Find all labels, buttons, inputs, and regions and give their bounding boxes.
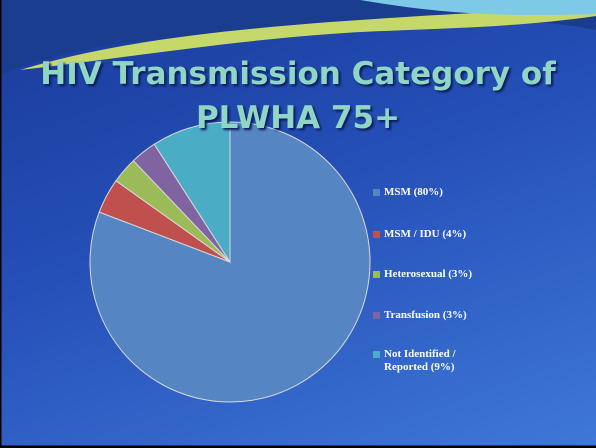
legend-label: Not Identified / Reported (9%) [384, 348, 456, 373]
chart-title: HIV Transmission Category of PLWHA 75+ [40, 56, 556, 136]
legend-item: MSM / IDU (4%) [373, 228, 523, 241]
legend-item: MSM (80%) [373, 186, 523, 199]
pie-slice [153, 121, 231, 264]
swoosh-yellow [20, 8, 596, 70]
legend-item: Heterosexual (3%) [373, 268, 523, 281]
legend-swatch [373, 351, 380, 358]
swoosh-light [360, 0, 596, 16]
legend-label: Transfusion (3%) [384, 309, 467, 321]
legend-swatch [373, 189, 380, 196]
legend-item: Transfusion (3%) [373, 309, 523, 322]
legend-swatch [373, 312, 380, 319]
legend-item: Not Identified / Reported (9%) [373, 348, 523, 374]
legend-label: Heterosexual (3%) [384, 268, 473, 280]
legend-label: MSM (80%) [384, 186, 443, 198]
legend-swatch [373, 271, 380, 278]
legend-label: MSM / IDU (4%) [384, 228, 467, 240]
legend-swatch [373, 231, 380, 238]
